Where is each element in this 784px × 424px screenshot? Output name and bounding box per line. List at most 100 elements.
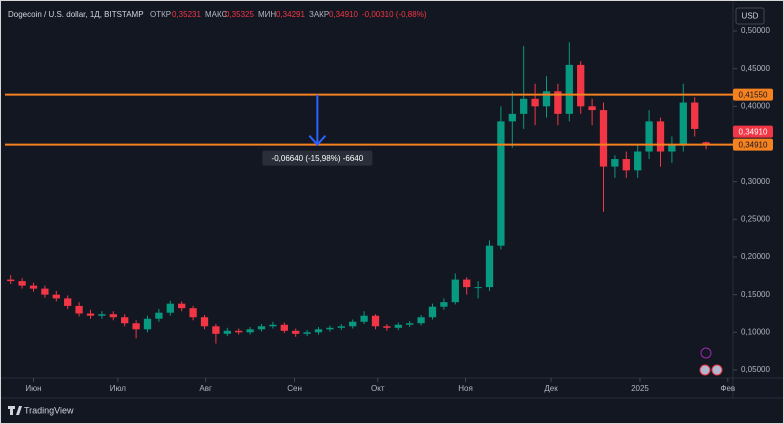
candle xyxy=(394,322,402,331)
candle xyxy=(98,311,106,319)
candle xyxy=(41,285,49,298)
candle-body xyxy=(656,121,665,152)
candle xyxy=(155,308,163,322)
candle-body xyxy=(611,159,619,167)
candle-body xyxy=(406,323,414,325)
y-tick-label: 0,30000 xyxy=(741,177,770,186)
y-tick-label: 0,05000 xyxy=(741,365,770,374)
candle xyxy=(406,321,414,328)
candle-body xyxy=(212,326,220,334)
y-tick-label: 0,10000 xyxy=(741,327,770,336)
candle xyxy=(542,76,551,118)
event-icon[interactable] xyxy=(700,347,712,359)
candle-body xyxy=(41,288,49,295)
candle-body xyxy=(200,317,209,327)
candle xyxy=(178,301,186,312)
candle-body xyxy=(64,298,72,306)
candle-body xyxy=(497,121,505,246)
candle xyxy=(292,328,300,337)
measure-label-box xyxy=(262,150,373,166)
y-tick-label: 0,20000 xyxy=(741,252,770,261)
candle-body xyxy=(679,102,687,144)
candle xyxy=(451,273,459,305)
candle-body xyxy=(577,64,585,107)
logo-icon xyxy=(8,406,22,415)
candle xyxy=(474,281,482,299)
event-icon[interactable] xyxy=(711,364,723,376)
candle xyxy=(200,314,209,330)
brand: TradingView xyxy=(24,405,74,415)
symbol: Dogecoin / U.S. dollar, 1Д, BITSTAMP xyxy=(8,10,144,19)
x-tick-label: Июн xyxy=(25,384,41,393)
candle xyxy=(622,151,630,178)
price-label-box xyxy=(733,138,773,151)
candle-body xyxy=(622,159,630,171)
candle-body xyxy=(280,324,288,331)
y-tick-label: 0,50000 xyxy=(741,26,770,35)
candle-body xyxy=(554,91,562,114)
candle-body xyxy=(52,294,60,299)
x-tick-label: Июл xyxy=(110,384,127,393)
candle-body xyxy=(565,64,573,114)
candle xyxy=(143,315,152,333)
logo: TradingView xyxy=(8,405,74,415)
x-tick-label: Ноя xyxy=(458,384,473,393)
candle xyxy=(463,277,471,295)
candle xyxy=(303,330,311,337)
candle xyxy=(611,155,619,178)
low-value: 0,34291 xyxy=(276,10,305,19)
candle-body xyxy=(371,315,380,327)
candle xyxy=(691,97,699,137)
currency[interactable]: USD xyxy=(742,12,759,21)
last-price-label: 0,34910 xyxy=(739,127,768,136)
candle xyxy=(349,319,357,329)
candle-body xyxy=(451,279,459,303)
candle-body xyxy=(166,303,174,313)
header: Dogecoin / U.S. dollar, 1Д, BITSTAMP ОТК… xyxy=(8,10,427,19)
event-icon[interactable] xyxy=(699,364,711,376)
y-tick-label: 0,15000 xyxy=(741,290,770,299)
candle-body xyxy=(178,303,186,309)
candle-body xyxy=(235,330,243,333)
open-label: ОТКР xyxy=(150,10,171,19)
candle-body xyxy=(109,314,117,318)
x-tick-label: Фев xyxy=(720,384,735,393)
candle xyxy=(634,143,642,178)
candle-body xyxy=(417,317,425,324)
high-value: 0,35325 xyxy=(225,10,254,19)
close-label: ЗАКР xyxy=(309,10,329,19)
candle xyxy=(326,325,334,332)
candle xyxy=(645,110,653,160)
candle xyxy=(440,298,448,310)
candle-body xyxy=(132,323,140,330)
candle-body xyxy=(257,326,266,330)
open-value: 0,35231 xyxy=(172,10,201,19)
price-label: 0,41550 xyxy=(739,90,768,99)
candle xyxy=(86,309,95,319)
candle-body xyxy=(668,143,676,152)
candle xyxy=(121,314,129,327)
candle-body xyxy=(588,106,596,111)
candle-body xyxy=(223,330,231,334)
candle-body xyxy=(337,326,345,328)
candle xyxy=(565,42,573,122)
price-label-box xyxy=(733,88,773,101)
candle-body xyxy=(75,305,83,314)
low-label: МИН xyxy=(258,10,276,19)
x-tick-label: Дек xyxy=(544,384,558,393)
high-label: МАКС xyxy=(205,10,228,19)
candle-body xyxy=(292,330,300,334)
x-tick-label: Авг xyxy=(199,384,212,393)
candle-body xyxy=(314,329,323,333)
candle-body xyxy=(702,142,710,145)
candle xyxy=(428,303,437,320)
candle-body xyxy=(508,113,516,122)
candle xyxy=(246,327,254,335)
candle-body xyxy=(303,332,311,334)
candle xyxy=(257,324,266,332)
candle-body xyxy=(349,321,357,327)
candle-body xyxy=(98,314,106,316)
candle xyxy=(599,102,608,212)
currency-button[interactable] xyxy=(735,7,765,25)
candle xyxy=(212,324,220,344)
